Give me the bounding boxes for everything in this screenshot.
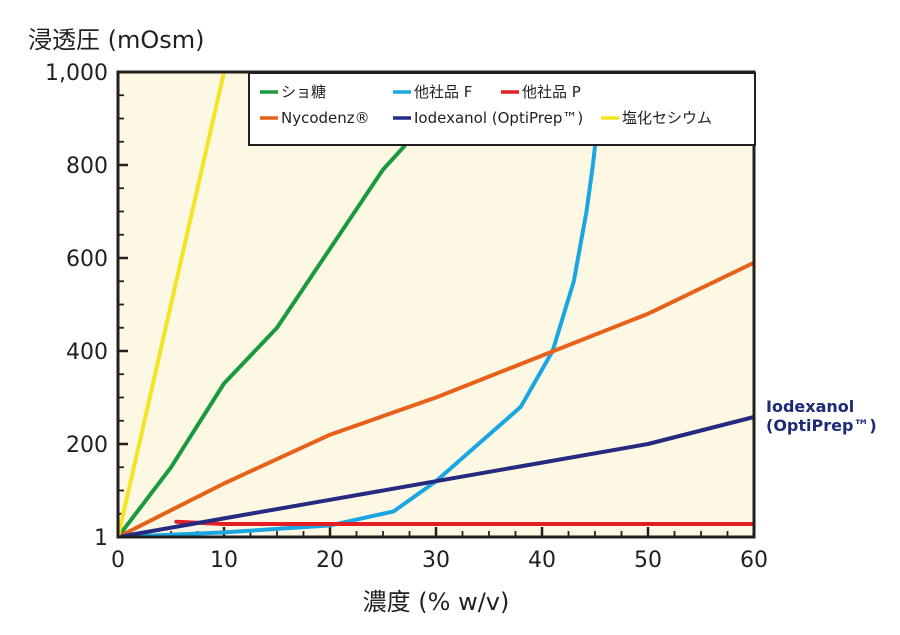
series-line-3	[118, 260, 754, 537]
x-tick-label: 40	[528, 548, 556, 573]
legend: ショ糖 他社品 F 他社品 P Nycodenz® Iodexanol (OptiPre…	[248, 72, 756, 146]
series-line-2	[174, 519, 754, 526]
y-tick-label: 400	[66, 340, 108, 365]
x-tick-label: 0	[111, 548, 125, 573]
y-tick-label: 800	[66, 154, 108, 179]
x-tick-label: 20	[316, 548, 344, 573]
legend-label-1: 他社品 F	[414, 83, 472, 101]
x-tick-label: 30	[422, 548, 450, 573]
x-tick-label: 60	[740, 548, 768, 573]
y-tick-label: 600	[66, 247, 108, 272]
series-line-4	[118, 415, 754, 537]
legend-label-2: 他社品 P	[522, 83, 581, 101]
legend-label-4: Iodexanol (OptiPrep™)	[414, 109, 583, 127]
legend-label-5: 塩化セシウム	[622, 109, 712, 127]
series-line-5	[118, 72, 226, 537]
x-axis-title: 濃度 (% w/v)	[363, 588, 510, 616]
series-line-0	[118, 144, 407, 537]
iodexanol-annotation-line2: (OptiPrep™)	[766, 416, 877, 435]
legend-label-3: Nycodenz®	[281, 109, 370, 127]
series-line-1	[118, 144, 597, 537]
x-tick-labels: 0 10 20 30 40 50 60	[111, 548, 768, 573]
legend-box	[248, 72, 756, 146]
series-layer	[118, 72, 754, 537]
x-tick-label: 10	[210, 548, 238, 573]
plot-background	[118, 72, 754, 537]
legend-label-0: ショ糖	[281, 83, 326, 101]
y-axis-title: 浸透圧 (mOsm)	[28, 26, 205, 54]
y-tick-labels: 1 200 400 600 800 1,000	[45, 61, 108, 551]
y-tick-label: 1	[94, 526, 108, 551]
iodexanol-annotation-line1: Iodexanol	[766, 397, 854, 416]
y-tick-label: 1,000	[45, 61, 108, 86]
x-tick-label: 50	[634, 548, 662, 573]
y-tick-label: 200	[66, 433, 108, 458]
